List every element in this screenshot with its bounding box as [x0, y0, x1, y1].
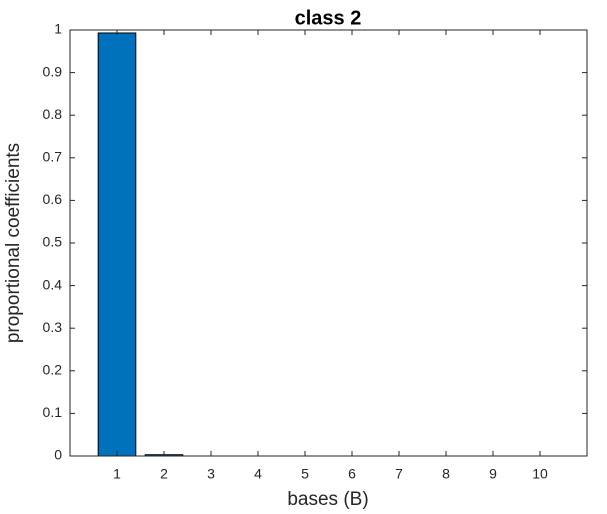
x-tick-label: 10	[532, 466, 548, 482]
x-tick-label: 1	[113, 466, 121, 482]
y-tick-label: 0.6	[43, 191, 63, 207]
y-tick-label: 0.9	[43, 63, 63, 79]
y-tick-label: 0.4	[43, 276, 63, 292]
bar	[97, 32, 137, 457]
x-tick-label: 7	[395, 466, 403, 482]
x-tick-label: 8	[442, 466, 450, 482]
y-tick-label: 0.3	[43, 319, 63, 335]
x-tick-label: 5	[301, 466, 309, 482]
y-tick-label: 0.1	[43, 404, 63, 420]
y-tick-label: 0.8	[43, 106, 63, 122]
y-tick-label: 0.7	[43, 149, 63, 165]
chart-title: class 2	[295, 7, 362, 29]
y-tick-label: 0	[54, 447, 62, 463]
y-tick-label: 0.2	[43, 362, 63, 378]
x-tick-label: 6	[348, 466, 356, 482]
x-tick-label: 3	[207, 466, 215, 482]
y-axis-label: proportional coefficients	[3, 143, 24, 343]
y-tick-label: 1	[54, 21, 62, 37]
y-tick-label: 0.5	[43, 234, 63, 250]
x-tick-label: 2	[160, 466, 168, 482]
x-tick-label: 4	[254, 466, 262, 482]
x-tick-label: 9	[489, 466, 497, 482]
x-axis-label: bases (B)	[287, 489, 368, 510]
